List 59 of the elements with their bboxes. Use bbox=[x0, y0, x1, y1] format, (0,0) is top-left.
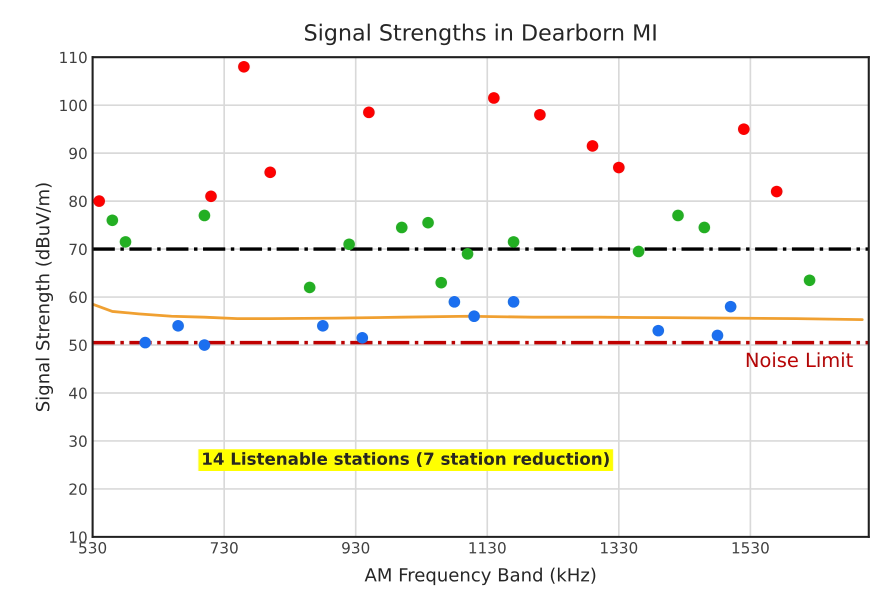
point bbox=[534, 108, 546, 121]
x-tick-label: 730 bbox=[210, 542, 238, 554]
point bbox=[508, 236, 520, 248]
point bbox=[139, 336, 152, 348]
y-axis-title: Signal Strength (dBuV/m) bbox=[36, 183, 54, 412]
point bbox=[198, 339, 210, 351]
point bbox=[172, 320, 184, 332]
point bbox=[508, 296, 520, 308]
y-tick-label: 90 bbox=[69, 148, 87, 160]
point bbox=[586, 140, 598, 152]
x-tick-label: 530 bbox=[79, 542, 106, 554]
point bbox=[120, 236, 132, 248]
point bbox=[435, 276, 448, 288]
point bbox=[613, 162, 625, 174]
point bbox=[488, 92, 500, 104]
point bbox=[712, 330, 724, 342]
point bbox=[93, 195, 105, 207]
point bbox=[724, 300, 736, 312]
ref-line-label: Noise Limit bbox=[746, 352, 853, 368]
y-tick-label: 100 bbox=[60, 100, 87, 112]
y-tick-label: 30 bbox=[69, 435, 87, 447]
point bbox=[317, 320, 329, 332]
y-tick-label: 60 bbox=[69, 292, 87, 304]
point bbox=[343, 238, 355, 250]
y-tick-label: 20 bbox=[69, 483, 87, 495]
point bbox=[738, 123, 750, 135]
point bbox=[264, 166, 276, 178]
chart-title: Signal Strengths in Dearborn MI bbox=[305, 24, 656, 46]
point bbox=[770, 186, 782, 198]
x-tick-label: 1530 bbox=[732, 542, 769, 554]
x-axis-title: AM Frequency Band (kHz) bbox=[364, 568, 596, 586]
y-tick-label: 40 bbox=[69, 387, 87, 400]
annotation: 14 Listenable stations (7 station reduction) bbox=[203, 452, 609, 467]
point bbox=[804, 274, 816, 286]
point bbox=[238, 60, 250, 73]
point bbox=[304, 282, 316, 294]
point bbox=[652, 324, 664, 336]
point bbox=[396, 222, 408, 234]
point bbox=[462, 248, 474, 260]
point bbox=[672, 210, 684, 222]
y-tick-label: 110 bbox=[60, 52, 87, 64]
point bbox=[422, 216, 434, 228]
point bbox=[632, 246, 644, 258]
point bbox=[363, 106, 375, 118]
y-tick-label: 70 bbox=[70, 244, 87, 256]
point bbox=[468, 310, 480, 322]
x-tick-label: 930 bbox=[342, 542, 370, 554]
y-tick-label: 80 bbox=[69, 196, 87, 208]
x-tick-label: 1330 bbox=[601, 542, 638, 554]
point bbox=[198, 210, 210, 222]
x-tick-label: 1130 bbox=[470, 542, 506, 554]
line-series bbox=[92, 302, 864, 321]
y-tick-label: 10 bbox=[70, 531, 87, 543]
point bbox=[106, 214, 118, 226]
point bbox=[205, 190, 217, 202]
point bbox=[356, 332, 368, 344]
y-tick-label: 50 bbox=[69, 339, 87, 352]
point bbox=[698, 222, 710, 234]
point bbox=[448, 296, 460, 308]
